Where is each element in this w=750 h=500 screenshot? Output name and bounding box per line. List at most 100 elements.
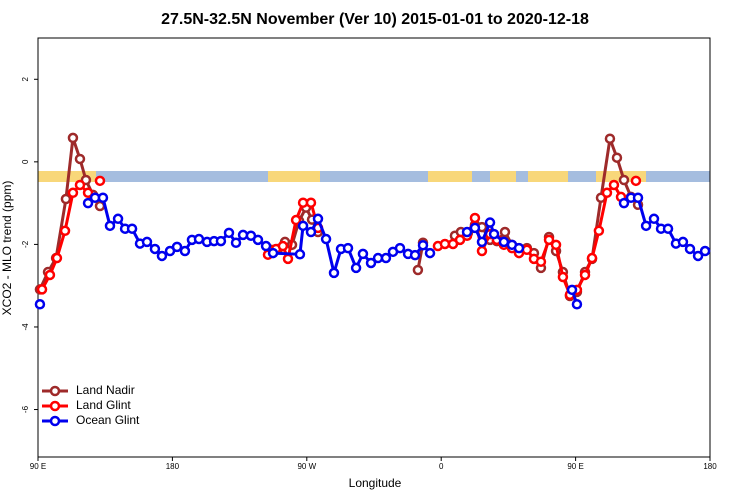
point bbox=[290, 214, 302, 226]
point bbox=[601, 187, 613, 199]
point bbox=[230, 237, 242, 249]
y-tick-label: -2 bbox=[21, 240, 30, 248]
y-tick-label: 0 bbox=[21, 159, 30, 164]
point bbox=[409, 249, 421, 261]
point bbox=[305, 197, 317, 208]
legend-marker bbox=[49, 400, 61, 412]
point bbox=[498, 236, 510, 248]
point bbox=[550, 239, 562, 251]
point bbox=[223, 227, 235, 239]
legend-label: Ocean Glint bbox=[76, 413, 140, 427]
legend-label: Land Glint bbox=[76, 398, 131, 412]
point bbox=[156, 250, 168, 262]
point bbox=[36, 284, 48, 295]
x-tick-label: 180 bbox=[166, 462, 180, 471]
point bbox=[67, 132, 79, 144]
point bbox=[488, 228, 500, 240]
point bbox=[513, 242, 525, 254]
x-tick-label: 0 bbox=[439, 462, 444, 471]
point bbox=[469, 212, 481, 224]
point bbox=[282, 253, 294, 265]
point bbox=[692, 250, 704, 262]
point bbox=[112, 213, 124, 225]
ocean-strip bbox=[38, 171, 710, 182]
point bbox=[412, 264, 424, 276]
point bbox=[104, 220, 116, 232]
x-tick-label: 90 E bbox=[567, 462, 583, 471]
point bbox=[67, 187, 79, 199]
point bbox=[632, 192, 644, 204]
x-axis-label: Longitude bbox=[349, 476, 402, 490]
series bbox=[34, 132, 644, 302]
point bbox=[294, 249, 306, 260]
point bbox=[193, 233, 205, 245]
chart-title: 27.5N-32.5N November (Ver 10) 2015-01-01… bbox=[161, 11, 589, 28]
land-strip bbox=[528, 171, 568, 182]
point bbox=[699, 245, 711, 257]
point bbox=[342, 242, 354, 254]
point bbox=[439, 238, 451, 250]
point bbox=[126, 223, 138, 234]
point bbox=[557, 271, 569, 283]
y-tick-label: -6 bbox=[21, 405, 30, 413]
point bbox=[74, 153, 86, 165]
point bbox=[82, 197, 94, 209]
point bbox=[566, 284, 578, 296]
point bbox=[44, 269, 56, 281]
map-strip bbox=[38, 171, 710, 182]
point bbox=[618, 174, 630, 186]
point bbox=[593, 225, 605, 237]
point bbox=[608, 179, 620, 191]
plot-frame bbox=[37, 37, 711, 458]
point bbox=[141, 236, 153, 248]
x-tick-label: 90 E bbox=[30, 462, 46, 471]
point bbox=[394, 242, 406, 254]
point bbox=[630, 175, 642, 187]
point bbox=[476, 236, 488, 248]
point bbox=[260, 240, 272, 252]
point bbox=[469, 222, 481, 234]
land-strip bbox=[490, 171, 516, 182]
point bbox=[305, 226, 317, 238]
point bbox=[380, 252, 392, 264]
land-strip bbox=[268, 171, 320, 182]
point bbox=[417, 239, 429, 251]
point bbox=[267, 247, 279, 259]
y-tick-label: -4 bbox=[21, 323, 30, 331]
point bbox=[252, 234, 264, 246]
point bbox=[94, 175, 106, 187]
point bbox=[648, 213, 660, 225]
y-axis-label: XCO2 - MLO trend (ppm) bbox=[0, 181, 14, 316]
point bbox=[586, 252, 598, 264]
point bbox=[684, 243, 696, 255]
land-strip bbox=[428, 171, 472, 182]
point bbox=[571, 299, 583, 310]
point bbox=[604, 133, 616, 144]
point bbox=[59, 225, 71, 237]
point bbox=[535, 256, 547, 267]
point bbox=[543, 234, 555, 246]
point bbox=[277, 240, 289, 252]
point bbox=[424, 247, 436, 259]
point bbox=[171, 241, 183, 253]
point bbox=[350, 262, 362, 274]
point bbox=[476, 245, 488, 257]
point bbox=[97, 192, 109, 204]
point bbox=[51, 252, 63, 264]
point bbox=[662, 223, 674, 234]
y-tick-label: 2 bbox=[21, 77, 30, 82]
point bbox=[484, 217, 496, 228]
point bbox=[328, 267, 340, 279]
legend-label: Land Nadir bbox=[76, 383, 135, 397]
point bbox=[74, 179, 86, 191]
point bbox=[499, 226, 511, 238]
point bbox=[312, 213, 324, 225]
point bbox=[60, 193, 72, 205]
x-tick-label: 90 W bbox=[297, 462, 316, 471]
point bbox=[320, 233, 332, 245]
series bbox=[36, 175, 642, 301]
point bbox=[461, 226, 473, 238]
legend-marker bbox=[49, 415, 61, 427]
